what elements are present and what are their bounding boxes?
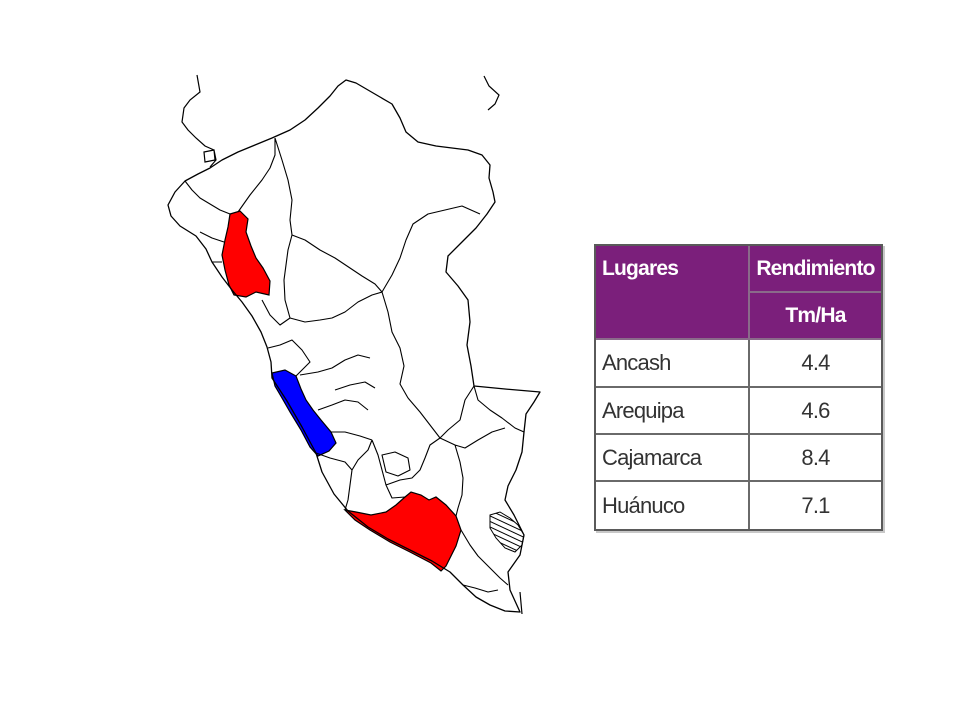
row-place: Cajamarca	[596, 435, 750, 482]
department-boundaries	[184, 137, 525, 593]
row-value: 4.6	[750, 388, 881, 435]
neighbor-border-lines	[181, 74, 523, 615]
row-place: Ancash	[596, 340, 750, 388]
highlighted-region-north	[221, 210, 271, 298]
row-value: 7.1	[801, 492, 830, 518]
row-value: 4.4	[750, 340, 881, 388]
country-outline	[167, 79, 541, 613]
header-yield: Rendimiento	[750, 246, 881, 293]
highlighted-region-central	[271, 369, 337, 457]
yield-table: Lugares Rendimiento Tm/Ha Ancash 4.4 Are…	[594, 244, 883, 531]
header-places: Lugares	[596, 246, 750, 340]
row-value: 8.4	[750, 435, 881, 482]
row-place: Huánuco	[596, 482, 750, 529]
row-place: Arequipa	[596, 388, 750, 435]
header-unit: Tm/Ha	[750, 293, 881, 340]
hatched-lake-region	[489, 511, 525, 553]
highlighted-region-south	[343, 491, 462, 572]
